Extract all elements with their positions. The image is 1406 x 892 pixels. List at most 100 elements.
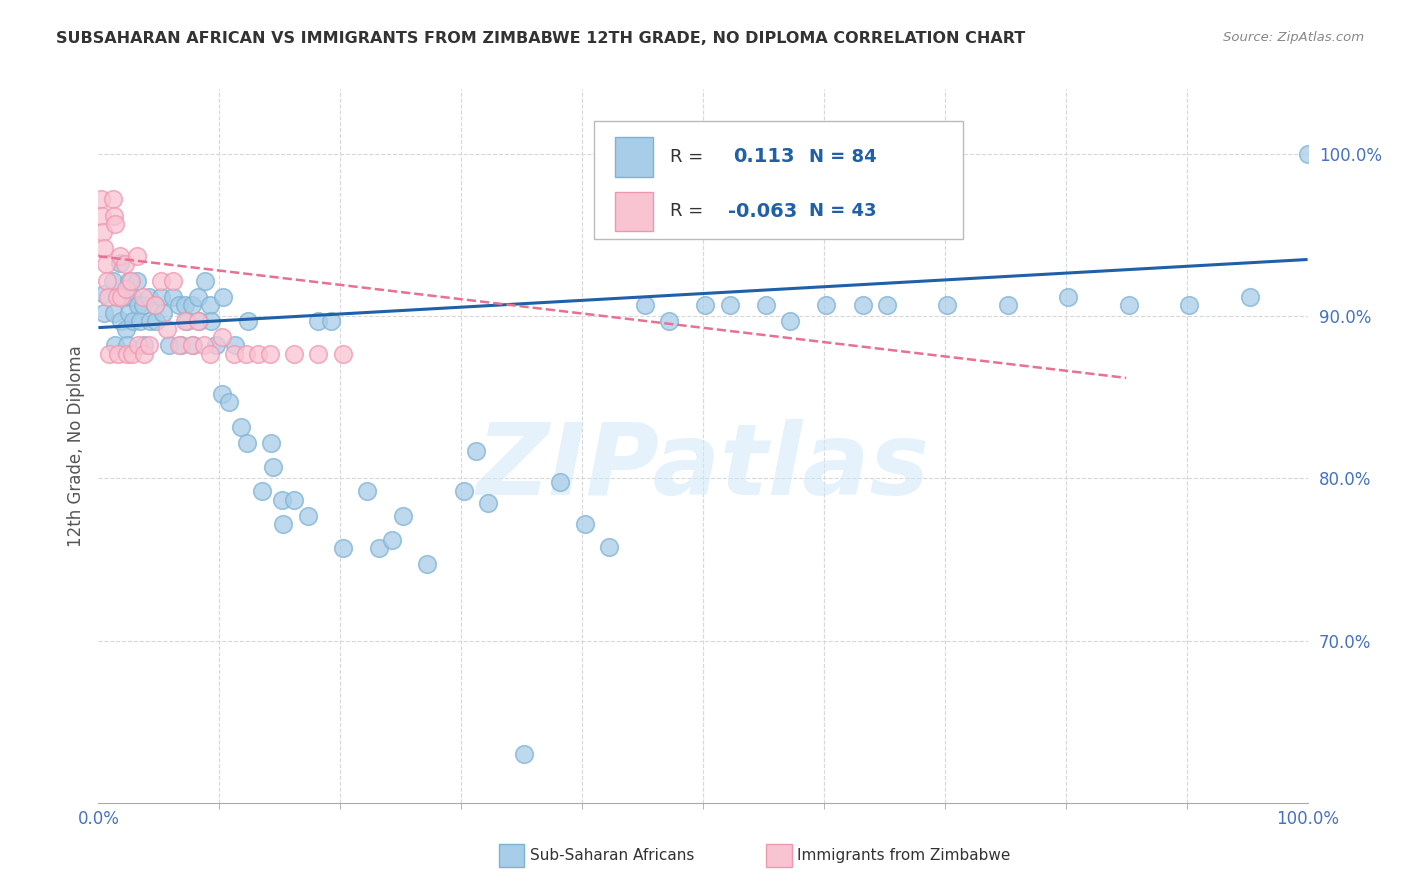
Point bbox=[598, 540, 620, 554]
Point bbox=[718, 298, 741, 312]
Point bbox=[122, 314, 145, 328]
Point bbox=[211, 330, 233, 344]
Point bbox=[110, 290, 132, 304]
Point bbox=[392, 508, 415, 523]
Text: SUBSAHARAN AFRICAN VS IMMIGRANTS FROM ZIMBABWE 12TH GRADE, NO DIPLOMA CORRELATIO: SUBSAHARAN AFRICAN VS IMMIGRANTS FROM ZI… bbox=[56, 31, 1025, 46]
Point bbox=[103, 209, 125, 223]
Point bbox=[98, 346, 121, 360]
Point bbox=[157, 338, 180, 352]
Point bbox=[658, 314, 681, 328]
Point bbox=[453, 484, 475, 499]
Point bbox=[117, 338, 139, 352]
Point bbox=[187, 314, 209, 328]
Point bbox=[1118, 298, 1140, 312]
Point bbox=[180, 298, 202, 312]
Point bbox=[247, 346, 270, 360]
Point bbox=[103, 306, 125, 320]
Point bbox=[876, 298, 898, 312]
Point bbox=[308, 346, 330, 360]
Point bbox=[936, 298, 959, 312]
Point bbox=[127, 338, 149, 352]
Point bbox=[169, 338, 191, 352]
Point bbox=[187, 290, 209, 304]
Text: 0.113: 0.113 bbox=[734, 147, 794, 167]
Text: R =: R = bbox=[671, 148, 703, 166]
Point bbox=[1178, 298, 1201, 312]
FancyBboxPatch shape bbox=[595, 121, 963, 239]
Point bbox=[815, 298, 838, 312]
Point bbox=[200, 314, 222, 328]
Point bbox=[218, 395, 240, 409]
Point bbox=[193, 338, 215, 352]
Point bbox=[259, 346, 281, 360]
Point bbox=[93, 306, 115, 320]
Point bbox=[308, 314, 330, 328]
Point bbox=[97, 290, 120, 304]
Text: R =: R = bbox=[671, 202, 703, 220]
Point bbox=[1296, 147, 1319, 161]
Point bbox=[101, 274, 124, 288]
Point bbox=[127, 298, 149, 312]
Point bbox=[176, 314, 198, 328]
Point bbox=[118, 306, 141, 320]
Point bbox=[128, 314, 150, 328]
Point bbox=[108, 256, 131, 270]
Point bbox=[174, 314, 197, 328]
Point bbox=[1239, 290, 1261, 304]
Point bbox=[134, 338, 156, 352]
Point bbox=[121, 290, 143, 304]
Point bbox=[104, 338, 127, 352]
Point bbox=[997, 298, 1019, 312]
Point bbox=[211, 387, 233, 401]
Y-axis label: 12th Grade, No Diploma: 12th Grade, No Diploma bbox=[66, 345, 84, 547]
Point bbox=[132, 298, 155, 312]
Point bbox=[235, 346, 257, 360]
Point bbox=[180, 338, 202, 352]
Point bbox=[114, 290, 136, 304]
Point bbox=[90, 193, 112, 207]
Point bbox=[162, 290, 184, 304]
Point bbox=[755, 298, 778, 312]
Point bbox=[138, 290, 160, 304]
Point bbox=[236, 435, 259, 450]
Point bbox=[319, 314, 342, 328]
Point bbox=[238, 314, 260, 328]
Point bbox=[91, 209, 114, 223]
Point bbox=[332, 541, 354, 556]
Point bbox=[464, 443, 486, 458]
Point bbox=[187, 314, 209, 328]
Point bbox=[96, 274, 118, 288]
Point bbox=[695, 298, 717, 312]
Point bbox=[194, 274, 217, 288]
Point bbox=[283, 492, 305, 507]
Point bbox=[1057, 290, 1080, 304]
Text: N = 84: N = 84 bbox=[810, 148, 877, 166]
Point bbox=[132, 290, 155, 304]
Point bbox=[297, 508, 319, 523]
Text: N = 43: N = 43 bbox=[810, 202, 877, 220]
Point bbox=[134, 346, 156, 360]
Text: ZIPatlas: ZIPatlas bbox=[477, 419, 929, 516]
Point bbox=[368, 541, 391, 556]
Point bbox=[260, 435, 283, 450]
Point bbox=[416, 558, 439, 572]
Point bbox=[262, 460, 284, 475]
Point bbox=[477, 496, 499, 510]
Point bbox=[104, 217, 127, 231]
Point bbox=[229, 419, 252, 434]
Point bbox=[250, 484, 273, 499]
Point bbox=[127, 274, 149, 288]
Point bbox=[550, 475, 572, 489]
Point bbox=[779, 314, 801, 328]
Point bbox=[174, 298, 197, 312]
Point bbox=[115, 282, 138, 296]
Point bbox=[150, 274, 173, 288]
Point bbox=[169, 298, 191, 312]
Point bbox=[150, 290, 173, 304]
Text: Sub-Saharan Africans: Sub-Saharan Africans bbox=[530, 848, 695, 863]
Point bbox=[356, 484, 378, 499]
Point bbox=[118, 274, 141, 288]
Point bbox=[93, 286, 115, 301]
Point bbox=[574, 516, 596, 531]
Bar bbox=[614, 192, 654, 231]
